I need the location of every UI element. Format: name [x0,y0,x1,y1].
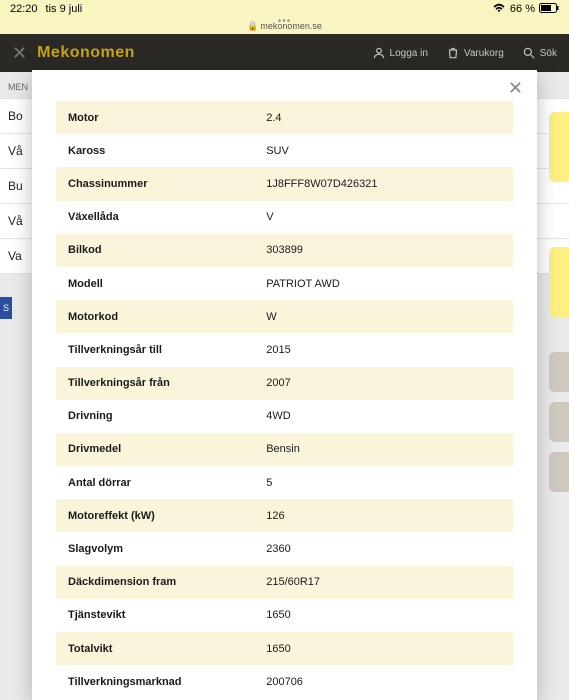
spec-row: Slagvolym2360 [56,532,513,565]
spec-row: VäxellådaV [56,201,513,234]
yellow-panel-edge [549,247,569,317]
spec-value: 1650 [266,643,513,655]
vehicle-spec-modal: ✕ Motor2.4KarossSUVChassinummer1J8FFF8W0… [32,70,537,700]
spec-row: Däckdimension fram215/60R17 [56,566,513,599]
search-label: Sök [540,48,557,59]
close-icon[interactable]: ✕ [508,78,523,98]
spec-label: Växellåda [56,211,266,223]
spec-row: KarossSUV [56,134,513,167]
spec-label: Tjänstevikt [56,609,266,621]
battery-icon [539,3,559,16]
spec-label: Chassinummer [56,178,266,190]
spec-label: Motorkod [56,311,266,323]
yellow-panel-edge [549,112,569,182]
spec-value: 2007 [266,377,513,389]
search-link[interactable]: Sök [522,46,557,60]
spec-label: Tillverkningsår till [56,344,266,356]
battery-percent: 66 % [510,3,535,15]
login-label: Logga in [390,48,428,59]
spec-value: 1J8FFF8W07D426321 [266,178,513,190]
spec-value: SUV [266,145,513,157]
spec-label: Däckdimension fram [56,576,266,588]
spec-row: Drivning4WD [56,400,513,433]
grey-panel-edge [549,402,569,442]
spec-row: Chassinummer1J8FFF8W07D426321 [56,167,513,200]
spec-label: Tillverkningsår från [56,377,266,389]
spec-value: 5 [266,477,513,489]
lock-icon: 🔒 [247,21,258,32]
spec-table: Motor2.4KarossSUVChassinummer1J8FFF8W07D… [32,99,537,698]
nav-close-icon[interactable]: ✕ [12,43,27,64]
grey-panel-edge [549,352,569,392]
spec-row: MotorkodW [56,300,513,333]
spec-value: 1650 [266,609,513,621]
grey-panel-edge [549,452,569,492]
status-time: 22:20 [10,3,38,15]
spec-value: V [266,211,513,223]
spec-row: Tjänstevikt1650 [56,599,513,632]
spec-label: Drivmedel [56,443,266,455]
spec-row: Motor2.4 [56,101,513,134]
spec-label: Totalvikt [56,643,266,655]
spec-row: Motoreffekt (kW)126 [56,499,513,532]
spec-label: Modell [56,278,266,290]
modal-close-wrap: ✕ [32,70,537,99]
spec-row: Tillverkningsår till2015 [56,333,513,366]
spec-value: PATRIOT AWD [266,278,513,290]
spec-label: Motor [56,112,266,124]
login-link[interactable]: Logga in [372,46,428,60]
status-date: tis 9 juli [46,3,83,15]
wifi-icon [492,3,506,16]
spec-value: 215/60R17 [266,576,513,588]
spec-label: Bilkod [56,244,266,256]
spec-label: Motoreffekt (kW) [56,510,266,522]
tab-dots-icon: ••• [278,16,292,27]
spec-label: Antal dörrar [56,477,266,489]
spec-label: Kaross [56,145,266,157]
spec-value: 2015 [266,344,513,356]
plate-badge: S [0,297,12,319]
spec-row: Totalvikt1650 [56,632,513,665]
bag-icon [446,46,460,60]
spec-value: 200706 [266,676,513,688]
spec-value: 2360 [266,543,513,555]
cart-label: Varukorg [464,48,504,59]
spec-value: 126 [266,510,513,522]
spec-value: Bensin [266,443,513,455]
spec-row: Tillverkningsmarknad200706 [56,665,513,698]
spec-row: DrivmedelBensin [56,433,513,466]
spec-label: Drivning [56,410,266,422]
top-nav: ✕ Mekonomen Logga in Varukorg Sök [0,34,569,72]
spec-value: 4WD [266,410,513,422]
spec-value: W [266,311,513,323]
user-icon [372,46,386,60]
browser-bar: ••• 🔒 mekonomen.se [0,18,569,34]
spec-row: Tillverkningsår från2007 [56,367,513,400]
spec-row: Bilkod303899 [56,234,513,267]
cart-link[interactable]: Varukorg [446,46,504,60]
search-icon [522,46,536,60]
logo[interactable]: Mekonomen [37,44,135,62]
spec-label: Tillverkningsmarknad [56,676,266,688]
spec-label: Slagvolym [56,543,266,555]
spec-value: 2.4 [266,112,513,124]
spec-row: ModellPATRIOT AWD [56,267,513,300]
spec-row: Antal dörrar5 [56,466,513,499]
spec-value: 303899 [266,244,513,256]
